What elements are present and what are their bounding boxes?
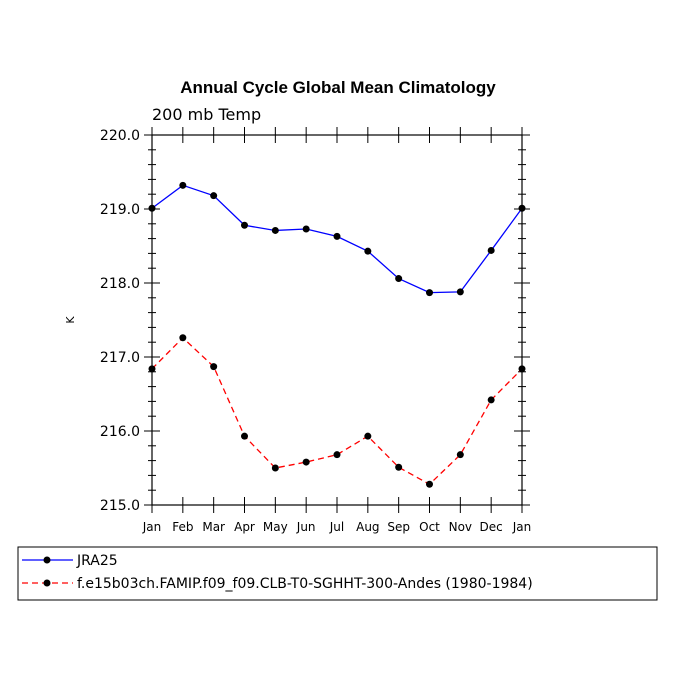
series-1-point	[518, 365, 526, 373]
legend-entry-jra25: JRA25	[22, 553, 118, 569]
series-0-point	[518, 204, 526, 212]
y-tick-label: 219.0	[100, 202, 140, 218]
series-0-point	[271, 226, 279, 234]
series-0-point	[333, 232, 341, 240]
x-tick-label: Jan	[512, 520, 532, 534]
legend-box	[17, 546, 658, 601]
series-1-point	[302, 458, 310, 466]
series-1-point	[271, 464, 279, 472]
series-line-1	[151, 336, 523, 486]
y-tick-labels: 215.0 216.0 217.0 218.0 219.0 220.0	[100, 128, 140, 514]
series-layer	[148, 181, 526, 488]
legend-marker-jra25	[43, 556, 51, 564]
series-0-point	[364, 247, 372, 255]
legend-label-jra25: JRA25	[76, 553, 118, 569]
axis-ticks	[144, 127, 530, 513]
series-1-point	[333, 451, 341, 459]
x-tick-label: Oct	[419, 520, 440, 534]
x-tick-label: Aug	[356, 520, 379, 534]
series-0-point	[241, 221, 248, 229]
y-tick-label: 220.0	[100, 128, 140, 144]
x-tick-labels: Jan Feb Mar Apr May Jun Jul Aug Sep Oct Nov Dec Jan	[142, 520, 532, 534]
legend-marker-model	[43, 579, 51, 587]
x-tick-label: May	[263, 520, 288, 534]
chart-title: Annual Cycle Global Mean Climatology	[180, 78, 496, 97]
x-tick-label: Sep	[387, 520, 410, 534]
y-tick-label: 215.0	[100, 498, 140, 514]
series-0-point	[179, 181, 187, 189]
y-tick-label: 218.0	[100, 276, 140, 292]
x-tick-label: Jul	[329, 520, 344, 534]
x-tick-label: Apr	[234, 520, 255, 534]
x-tick-label: Feb	[172, 520, 193, 534]
x-tick-label: Nov	[449, 520, 472, 534]
series-1-point	[148, 365, 156, 373]
chart-subtitle: 200 mb Temp	[152, 105, 261, 124]
series-1-point	[241, 432, 248, 440]
x-tick-label: Mar	[202, 520, 225, 534]
series-0-point	[395, 275, 403, 283]
x-tick-label: Jan	[142, 520, 162, 534]
x-tick-label: Dec	[480, 520, 503, 534]
series-0-point	[148, 204, 156, 212]
series-0-point	[487, 246, 495, 254]
series-1-point	[210, 363, 218, 371]
series-0-point	[456, 288, 464, 296]
y-tick-label: 216.0	[100, 424, 140, 440]
series-1-point	[395, 463, 403, 471]
series-0-point	[210, 192, 218, 200]
legend-entry-model: f.e15b03ch.FAMIP.f09_f09.CLB-T0-SGHHT-30…	[22, 576, 533, 592]
y-axis-label: K	[64, 316, 77, 324]
legend-label-model: f.e15b03ch.FAMIP.f09_f09.CLB-T0-SGHHT-30…	[77, 576, 533, 592]
series-1-point	[456, 451, 464, 459]
series-0-point	[302, 225, 310, 233]
x-tick-label: Jun	[296, 520, 316, 534]
plot-frame	[151, 134, 523, 506]
series-1-point	[179, 334, 187, 342]
series-1-point	[364, 432, 372, 440]
series-1-point	[426, 480, 433, 488]
series-0-point	[426, 289, 433, 297]
series-1-point	[487, 396, 495, 404]
y-tick-label: 217.0	[100, 350, 140, 366]
